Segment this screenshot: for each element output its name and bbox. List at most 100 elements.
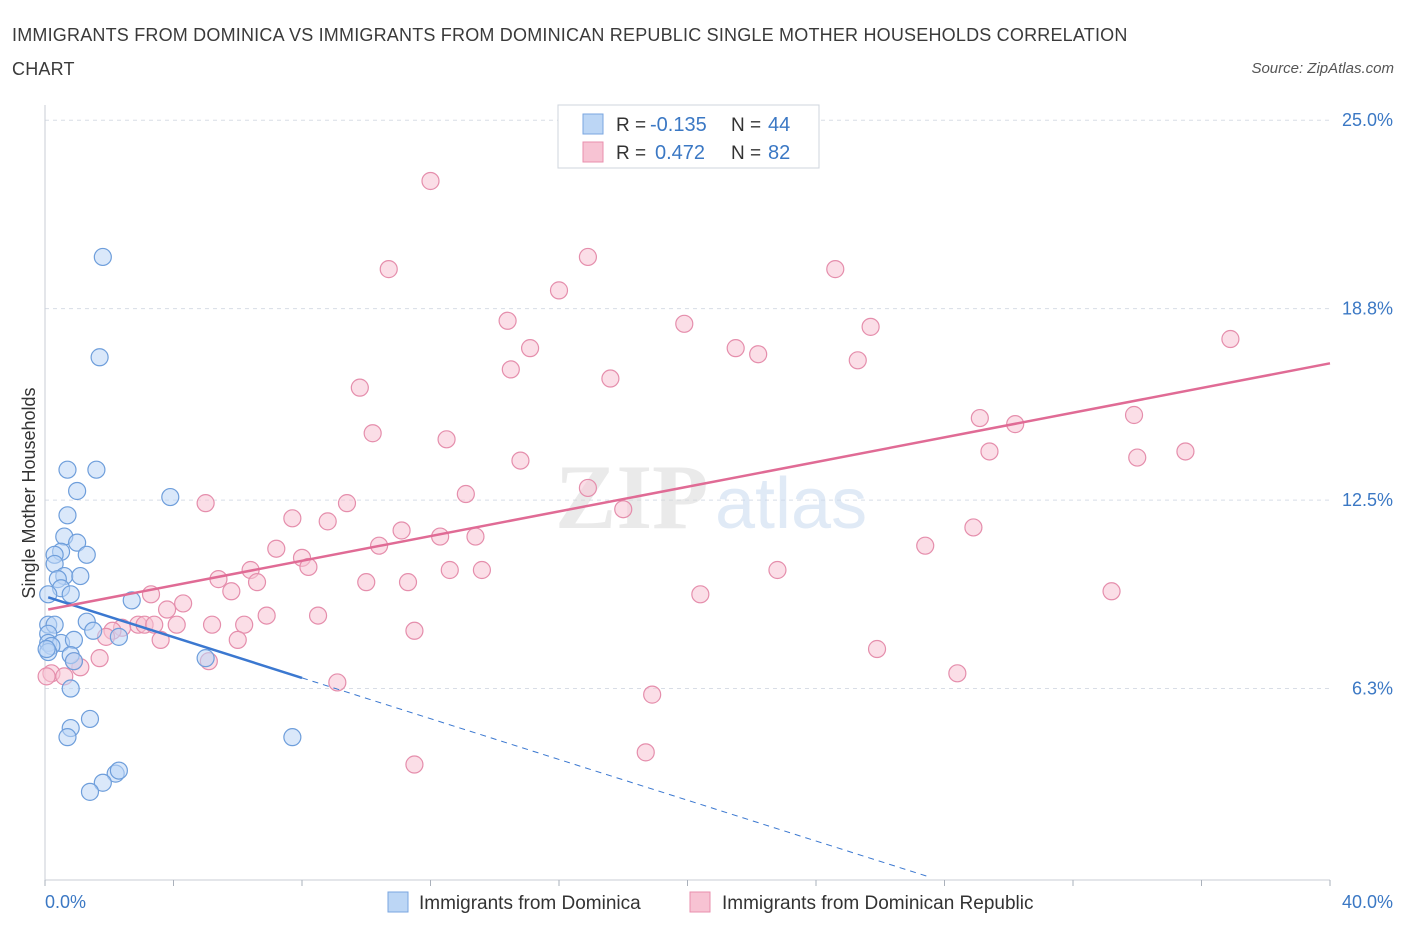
point-dominica [122,591,141,610]
point-dominica [58,460,77,479]
point-dominican-republic [511,451,530,470]
series-legend-swatch-pink [689,891,711,913]
axes [44,105,1331,886]
point-dominican-republic [337,494,357,513]
point-dominican-republic [691,585,710,604]
point-dominica [161,487,180,507]
point-dominica [64,652,84,671]
point-dominica [93,247,112,267]
point-dominican-republic [363,424,382,443]
point-dominican-republic [1124,405,1144,425]
point-dominican-republic [392,521,411,540]
point-dominican-republic [174,594,193,613]
point-dominican-republic [964,518,983,537]
point-dominican-republic [357,573,376,592]
series-legend-swatch-blue [387,891,409,913]
y-axis-title: Single Mother Households [19,387,39,598]
point-dominican-republic [440,560,459,580]
point-dominica [90,348,109,367]
point-dominican-republic [437,430,456,449]
series-legend-label-pink: Immigrants from Dominican Republic [722,893,1034,914]
point-dominican-republic [498,311,517,330]
point-dominica [68,481,87,501]
grid-lines [45,119,1330,690]
point-dominican-republic [726,339,745,358]
y-tick-label: 25.0% [1342,110,1393,130]
point-dominican-republic [456,484,475,504]
point-dominican-republic [1221,329,1240,349]
point-dominica [61,585,80,604]
point-dominican-republic [405,755,424,774]
legend-swatch-blue [582,113,604,135]
legend-r-label-1: R = [616,115,646,136]
point-dominican-republic [578,478,598,498]
point-dominica [109,761,128,780]
point-dominica [196,649,215,668]
series-dominica-points [37,247,302,801]
point-dominica [37,639,56,659]
point-dominican-republic [614,500,633,519]
point-dominican-republic [405,621,424,640]
point-dominica [64,630,84,650]
point-dominican-republic [948,664,967,683]
point-dominica [283,728,302,747]
y-tick-label: 18.8% [1342,299,1393,319]
point-dominican-republic [549,281,569,300]
point-dominican-republic [1128,448,1147,467]
point-dominican-republic [90,649,109,668]
trend-line-dominica [47,596,303,680]
point-dominican-republic [235,615,254,634]
y-tick-labels: 6.3% 12.5% 18.8% 25.0% [1342,110,1393,698]
point-dominican-republic [601,369,620,388]
series-legend: Immigrants from Dominica Immigrants from… [387,891,1034,914]
point-dominican-republic [196,494,215,513]
point-dominican-republic [350,378,369,397]
point-dominica [71,566,90,586]
y-tick-label: 6.3% [1352,679,1393,699]
point-dominica [93,773,112,792]
point-dominica [77,545,96,564]
point-dominican-republic [867,639,887,659]
point-dominica [84,621,103,640]
x-tick-labels: 0.0% 40.0% [45,892,1393,912]
legend-r-value-2: 0.472 [655,142,705,164]
point-dominican-republic [1102,582,1121,601]
point-dominican-republic [520,339,540,358]
point-dominican-republic [916,536,935,555]
point-dominican-republic [472,560,491,580]
point-dominican-republic [861,317,880,336]
point-dominican-republic [202,615,222,634]
chart-title: IMMIGRANTS FROM DOMINICA VS IMMIGRANTS F… [12,25,1128,79]
point-dominica [58,506,77,525]
legend-n-value-2: 82 [768,142,790,164]
point-dominican-republic [167,615,186,634]
point-dominican-republic [826,260,845,279]
point-dominican-republic [636,743,655,762]
point-dominica [87,460,106,479]
point-dominican-republic [318,512,337,531]
point-dominican-republic [501,360,520,379]
point-dominican-republic [749,345,768,364]
point-dominican-republic [37,667,56,686]
point-dominican-republic [247,573,267,592]
trend-line-dominica-extension [301,677,929,878]
point-dominican-republic [643,685,662,704]
point-dominican-republic [466,527,485,546]
source-label: Source: ZipAtlas.com [1251,60,1394,77]
point-dominican-republic [768,560,787,580]
point-dominican-republic [578,247,598,267]
stats-legend: R = -0.135 N = 44 R = 0.472 N = 82 [557,104,820,169]
point-dominican-republic [398,573,418,592]
trend-line-dominican-republic [47,362,1331,611]
point-dominican-republic [308,606,328,625]
point-dominican-republic [970,408,989,428]
point-dominican-republic [675,314,694,333]
legend-swatch-pink [582,141,604,163]
point-dominican-republic [421,171,440,191]
point-dominican-republic [848,351,867,370]
legend-n-label-1: N = [731,115,761,136]
point-dominican-republic [222,582,241,601]
point-dominican-republic [157,600,177,619]
point-dominican-republic [328,673,347,692]
